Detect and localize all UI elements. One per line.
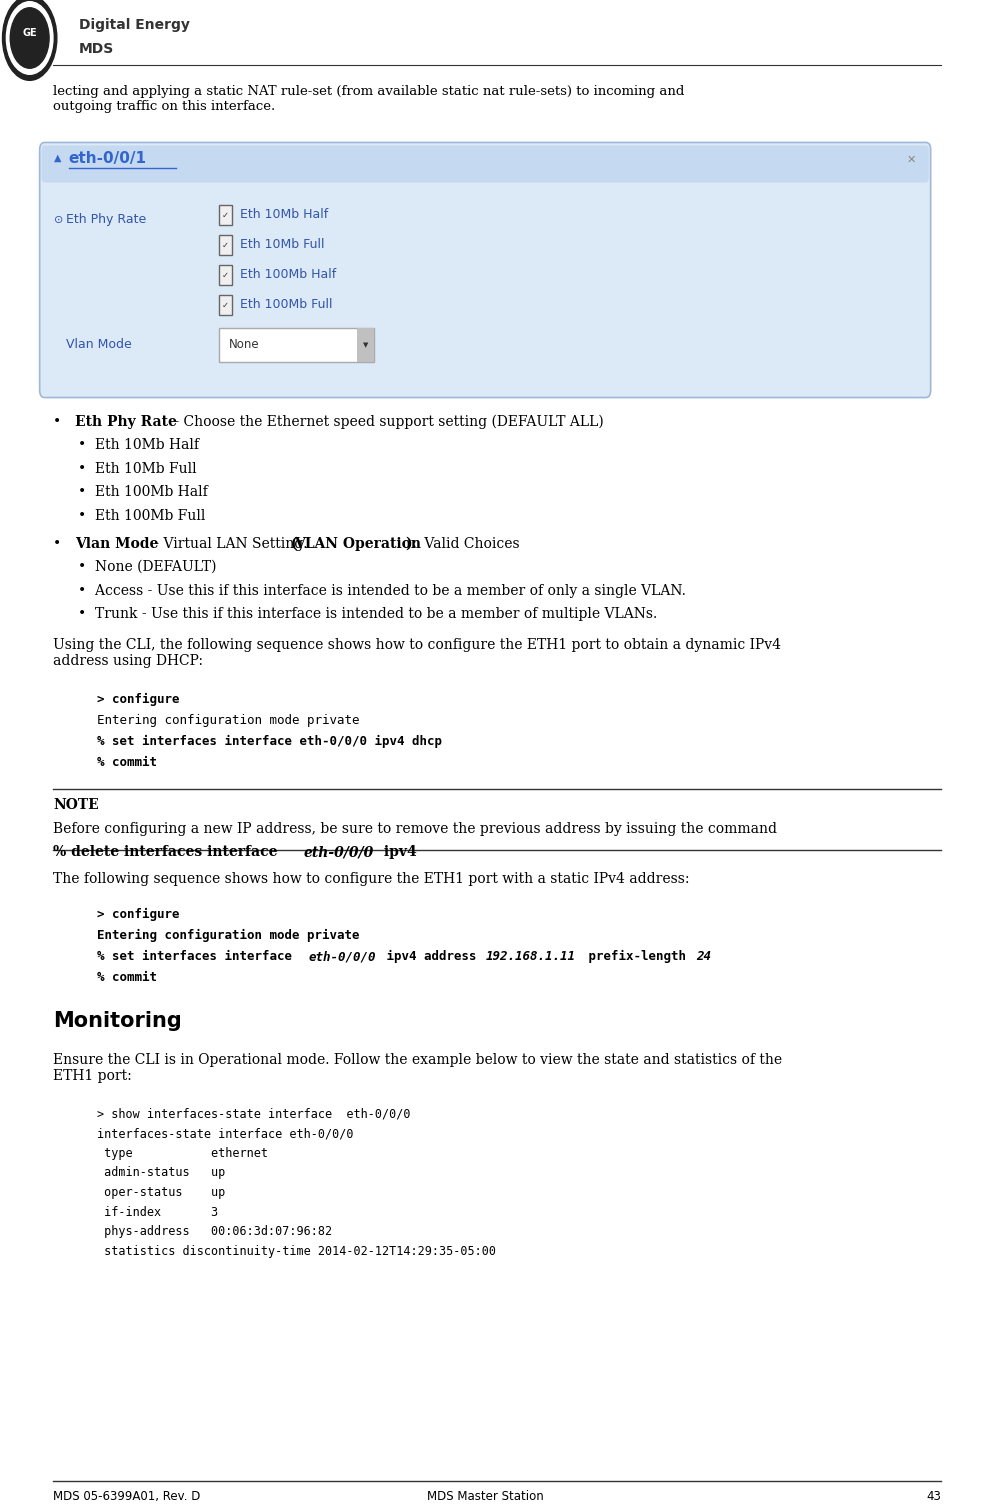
Text: % delete interfaces interface: % delete interfaces interface [53,845,283,859]
Text: ⊙: ⊙ [54,215,64,225]
Text: •  None (DEFAULT): • None (DEFAULT) [77,559,216,575]
Text: GE: GE [23,29,37,38]
Text: Eth Phy Rate: Eth Phy Rate [66,213,146,227]
Text: ▲: ▲ [54,153,62,163]
Text: (: ( [291,537,297,550]
Text: eth-0/0/0: eth-0/0/0 [304,845,374,859]
Text: MDS: MDS [79,42,115,56]
Text: •  Access - Use this if this interface is intended to be a member of only a sing: • Access - Use this if this interface is… [77,584,686,597]
Text: None: None [229,339,260,351]
Text: if-index       3: if-index 3 [97,1205,218,1219]
Text: ✓: ✓ [222,240,229,249]
Text: •  Eth 100Mb Full: • Eth 100Mb Full [77,508,205,523]
Text: Vlan Mode: Vlan Mode [75,537,158,550]
Text: > configure: > configure [97,692,180,706]
Text: % set interfaces interface: % set interfaces interface [97,950,299,963]
Text: Eth 10Mb Full: Eth 10Mb Full [239,239,324,251]
Bar [219,295,232,314]
Text: admin-status   up: admin-status up [97,1166,226,1179]
Circle shape [7,2,53,74]
Text: MDS 05-6399A01, Rev. D: MDS 05-6399A01, Rev. D [53,1489,201,1503]
Text: % commit: % commit [97,756,157,770]
Text: type           ethernet: type ethernet [97,1146,268,1160]
FancyBboxPatch shape [41,145,929,183]
Text: 192.168.1.11: 192.168.1.11 [487,950,576,963]
Circle shape [10,8,49,68]
Text: The following sequence shows how to configure the ETH1 port with a static IPv4 a: The following sequence shows how to conf… [53,872,690,886]
Text: Eth 100Mb Half: Eth 100Mb Half [239,269,336,281]
Text: Valid Choices: Valid Choices [420,537,520,550]
Text: Vlan Mode: Vlan Mode [66,339,131,351]
Text: •  Eth 10Mb Half: • Eth 10Mb Half [77,438,198,452]
Text: ✓: ✓ [222,301,229,310]
Text: •: • [53,414,71,429]
Bar [219,328,375,361]
Bar [357,328,375,361]
Text: Monitoring: Monitoring [53,1010,182,1031]
Text: > show interfaces-state interface  eth-0/0/0: > show interfaces-state interface eth-0/… [97,1107,410,1120]
Circle shape [3,0,57,80]
Text: ✕: ✕ [906,156,916,165]
Text: Eth Phy Rate: Eth Phy Rate [75,414,177,429]
Text: MDS Master Station: MDS Master Station [427,1489,543,1503]
Text: ):: ): [405,537,417,550]
Text: Entering configuration mode private: Entering configuration mode private [97,928,359,942]
Text: Ensure the CLI is in Operational mode. Follow the example below to view the stat: Ensure the CLI is in Operational mode. F… [53,1052,783,1083]
Text: ✓: ✓ [222,271,229,280]
Text: > configure: > configure [97,907,180,921]
Text: - Choose the Ethernet speed support setting (DEFAULT ALL): - Choose the Ethernet speed support sett… [170,414,603,429]
FancyBboxPatch shape [39,142,931,398]
Text: statistics discontinuity-time 2014-02-12T14:29:35-05:00: statistics discontinuity-time 2014-02-12… [97,1244,496,1258]
Text: phys-address   00:06:3d:07:96:82: phys-address 00:06:3d:07:96:82 [97,1225,333,1238]
Text: NOTE: NOTE [53,798,99,812]
Text: 24: 24 [696,950,710,963]
Text: lecting and applying a static NAT rule-set (from available static nat rule-sets): lecting and applying a static NAT rule-s… [53,85,685,113]
Text: Using the CLI, the following sequence shows how to configure the ETH1 port to ob: Using the CLI, the following sequence sh… [53,638,782,668]
Text: •  Eth 10Mb Full: • Eth 10Mb Full [77,461,196,476]
Text: ▼: ▼ [363,342,369,348]
Text: VLAN Operation: VLAN Operation [294,537,421,550]
Text: eth-0/0/1: eth-0/0/1 [69,151,147,165]
Text: Eth 100Mb Full: Eth 100Mb Full [239,298,332,311]
Text: Before configuring a new IP address, be sure to remove the previous address by i: Before configuring a new IP address, be … [53,821,777,836]
Text: eth-0/0/0: eth-0/0/0 [309,950,376,963]
Text: Digital Energy: Digital Energy [79,18,190,32]
Text: prefix-length: prefix-length [581,950,694,963]
Text: ipv4: ipv4 [380,845,417,859]
Text: interfaces-state interface eth-0/0/0: interfaces-state interface eth-0/0/0 [97,1126,353,1140]
Text: ✓: ✓ [222,210,229,219]
Text: ipv4 address: ipv4 address [380,950,485,963]
Text: % set interfaces interface eth-0/0/0 ipv4 dhcp: % set interfaces interface eth-0/0/0 ipv… [97,735,442,748]
Text: oper-status    up: oper-status up [97,1185,226,1199]
Text: Entering configuration mode private: Entering configuration mode private [97,714,359,727]
Text: •  Trunk - Use this if this interface is intended to be a member of multiple VLA: • Trunk - Use this if this interface is … [77,606,657,621]
Text: •  Eth 100Mb Half: • Eth 100Mb Half [77,485,207,499]
Bar [219,206,232,225]
Text: - Virtual LAN Setting.: - Virtual LAN Setting. [150,537,312,550]
Text: Eth 10Mb Half: Eth 10Mb Half [239,209,328,221]
Text: 43: 43 [926,1489,941,1503]
Bar [219,265,232,284]
Text: •: • [53,537,71,550]
Bar [219,236,232,256]
Text: % commit: % commit [97,971,157,984]
